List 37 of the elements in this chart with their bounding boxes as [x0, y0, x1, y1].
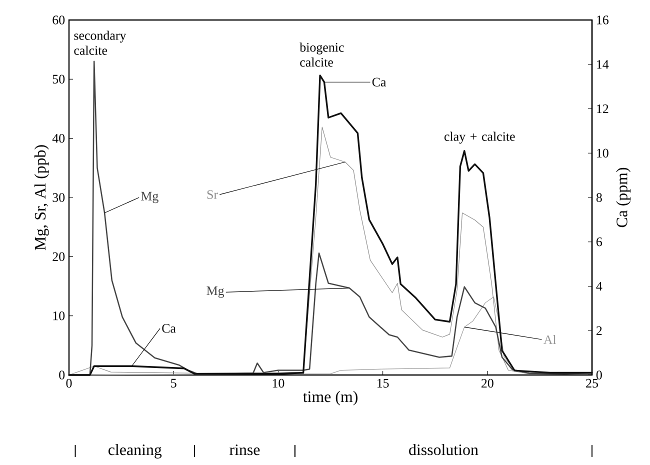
x-tick-label: 25	[586, 378, 598, 388]
text: Sr	[207, 190, 218, 199]
x-tick-label: 10	[272, 378, 284, 388]
text: cleaning	[108, 444, 162, 458]
y-tick-label: 50	[52, 74, 65, 84]
x-axis-title: time (m)	[302, 390, 358, 406]
x-tick-label: 20	[481, 378, 494, 388]
text: Mg	[141, 192, 158, 204]
y2-tick-label: 0	[596, 370, 602, 380]
y2-tick-label: 4	[596, 282, 602, 291]
x-tick-label: 5	[171, 378, 176, 388]
text: rinse	[230, 444, 260, 456]
y-tick-label: 60	[52, 16, 65, 24]
annotation: biogenic calcite	[300, 42, 344, 67]
y-tick-label: 10	[53, 311, 65, 320]
text: Mg	[206, 286, 224, 298]
annotation: secondary calcite	[74, 30, 126, 55]
y2-tick-label: 14	[597, 60, 609, 69]
annotation: clay + calcite	[444, 132, 515, 144]
x-tick-label: 15	[377, 378, 389, 388]
text: Ca	[162, 324, 176, 333]
y2-tick-label: 2	[596, 326, 602, 335]
y-tick-label: 0	[59, 370, 65, 380]
y-tick-label: 20	[52, 252, 65, 262]
y2-tick-label: 12	[597, 104, 608, 114]
text: dissolution	[409, 444, 478, 456]
text: Ca	[372, 78, 386, 86]
y2-tick-label: 8	[596, 193, 602, 202]
y-tick-label: 40	[52, 134, 65, 143]
y2-axis-title: Ca (ppm)	[616, 168, 631, 228]
y2-tick-label: 16	[597, 16, 608, 24]
y-tick-label: 30	[52, 193, 65, 202]
y2-tick-label: 6	[596, 238, 602, 246]
x-tick-label: 0	[66, 378, 72, 388]
y2-tick-label: 10	[597, 148, 608, 158]
y-axis-title: Mg, Sr, Al (ppb)	[34, 145, 49, 250]
text: Al	[544, 335, 556, 344]
